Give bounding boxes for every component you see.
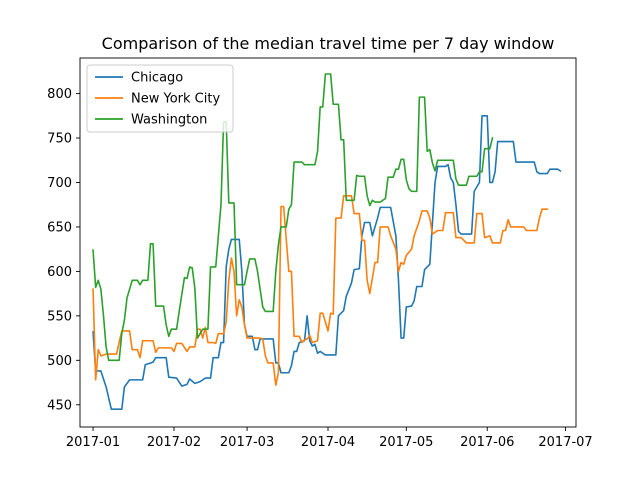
x-tick-label: 2017-01 <box>66 435 120 450</box>
legend-label: New York City <box>131 92 220 107</box>
y-tick-label: 500 <box>47 354 72 369</box>
y-tick-label: 450 <box>47 398 72 413</box>
x-tick-label: 2017-07 <box>538 435 592 450</box>
y-tick-label: 600 <box>47 265 72 280</box>
x-tick-label: 2017-05 <box>379 435 433 450</box>
y-tick-label: 550 <box>47 309 72 324</box>
y-tick-label: 750 <box>47 132 72 147</box>
legend-label: Chicago <box>131 71 183 86</box>
x-tick-label: 2017-02 <box>147 435 201 450</box>
x-tick-label: 2017-04 <box>301 435 355 450</box>
y-tick-label: 650 <box>47 220 72 235</box>
y-tick-label: 800 <box>47 87 72 102</box>
x-tick-label: 2017-03 <box>220 435 274 450</box>
chart-title: Comparison of the median travel time per… <box>102 34 555 53</box>
series-layer <box>92 73 562 411</box>
axes-layer: 2017-01 2017-02 2017-03 2017-04 2017-05 2017-… <box>47 57 593 450</box>
legend-box <box>86 64 234 133</box>
legend: Chicago New York City Washington <box>86 64 234 133</box>
series-line-washington <box>92 73 494 362</box>
x-tick-label: 2017-06 <box>460 435 514 450</box>
series-line-chicago <box>92 115 562 411</box>
y-tick-label: 700 <box>47 176 72 191</box>
series-line-new-york-city <box>92 195 549 387</box>
legend-label: Washington <box>131 113 207 128</box>
